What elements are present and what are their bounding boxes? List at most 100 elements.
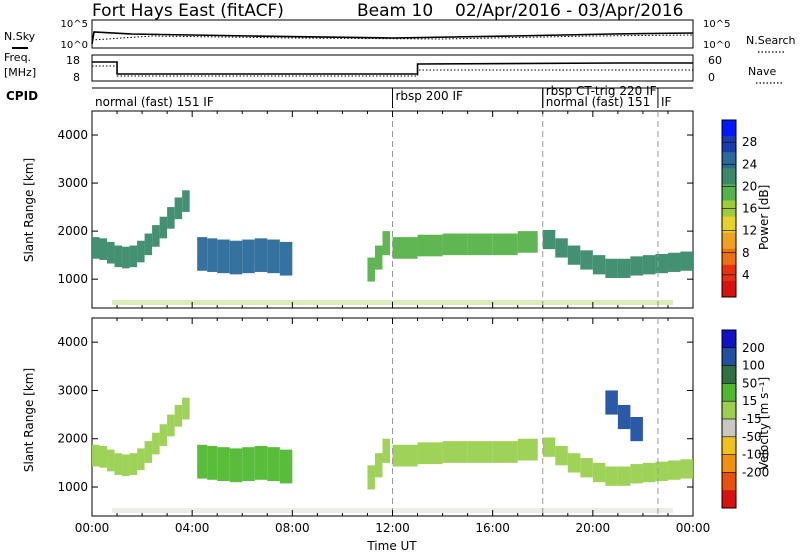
scatter-band-cell — [254, 445, 268, 480]
y-tick-label: 4000 — [57, 335, 88, 349]
scatter-band-cell — [137, 240, 145, 263]
colorbar-tick-label: 20 — [742, 179, 757, 193]
colorbar-tick-label: 50 — [742, 376, 757, 390]
scatter-band-cell — [442, 441, 468, 463]
scatter-band-cell — [182, 190, 190, 212]
noise-sky-trace — [91, 31, 694, 45]
colorbar-swatch — [722, 330, 736, 349]
colorbar-swatch — [722, 401, 736, 420]
scatter-band-cell — [122, 454, 130, 477]
noise-traces — [91, 31, 694, 45]
colorbar-swatch — [722, 264, 736, 282]
x-tick-label: 12:00 — [375, 521, 410, 535]
scatter-band-cell — [122, 246, 130, 269]
scatter-band-cell — [254, 238, 268, 272]
colorbar-tick-label: 4 — [742, 268, 750, 282]
scatter-band-cell — [114, 245, 123, 268]
scatter-band-cell — [555, 238, 568, 258]
scatter-band-cell — [517, 231, 538, 253]
scatter-band-cell — [217, 447, 230, 481]
scatter-band-cell — [129, 245, 138, 268]
colorbar-tick-label: 16 — [742, 202, 757, 216]
scatter-band-cell — [392, 444, 418, 467]
scatter-band-cell — [367, 257, 375, 282]
colorbar-swatch — [722, 280, 736, 298]
colorbar-tick-label: -15 — [742, 412, 762, 426]
scatter-band-cell — [242, 447, 255, 481]
x-tick-label: 16:00 — [475, 521, 510, 535]
colorbar-tick-label: 8 — [742, 246, 750, 260]
colorbar-tick-label: -100 — [742, 448, 769, 462]
velocity-colorbar: 200 100 50 15 -15 -50 -100 -200 — [721, 329, 769, 509]
x-tick-label: 08:00 — [275, 521, 310, 535]
scatter-band-cell — [555, 445, 568, 466]
colorbar-swatch — [722, 248, 736, 266]
noise-left-tick-bottom: 10^0 — [61, 40, 88, 51]
colorbar-swatch — [722, 419, 736, 438]
scatter-band-cell — [680, 251, 693, 271]
station-title: Fort Hays East (fitACF) — [92, 1, 284, 21]
power-ylabel: Slant Range [km] — [22, 158, 36, 262]
freq-right-tick-bottom: 0 — [708, 71, 715, 84]
colorbar-tick-label: 12 — [742, 224, 757, 238]
scatter-band-cell — [567, 453, 581, 473]
power-colorbar: 4 8 12 16 20 24 28 — [721, 119, 757, 298]
x-tick-label: 00:00 — [75, 521, 110, 535]
colorbar-swatch — [722, 472, 736, 491]
scatter-band-cell — [417, 442, 443, 465]
x-tick-label: 04:00 — [175, 521, 210, 535]
power-colorbar-label: Power [dB] — [757, 185, 771, 250]
freq-label-line2: [MHz] — [4, 66, 36, 79]
scatter-band-cell — [655, 253, 668, 274]
y-tick-label: 3000 — [57, 383, 88, 397]
scatter-band-cell — [680, 459, 693, 479]
scatter-band-cell — [542, 229, 556, 250]
scatter-band-cell — [182, 397, 190, 420]
cpid-modes: normal (fast) 151 IF rbsp 200 IF rbsp CT-t… — [95, 84, 671, 109]
x-axis-label: Time UT — [366, 539, 417, 553]
colorbar-swatch — [722, 152, 736, 169]
scatter-band-cell — [137, 448, 145, 471]
scatter-band-cell — [229, 240, 243, 275]
cpid-mode-label: IF — [661, 95, 672, 109]
scatter-band-cell — [542, 437, 556, 457]
scatter-band-cell — [114, 453, 123, 475]
noise-sky-label: N.Sky — [4, 30, 36, 43]
scatter-band-cell — [197, 444, 208, 479]
scatter-band-cell — [580, 250, 593, 270]
scatter-band-cell — [517, 438, 538, 461]
colorbar-tick-label: -200 — [742, 465, 769, 479]
beam-label: Beam 10 — [357, 1, 433, 21]
cpid-mode-label: normal (fast) 151 — [546, 95, 650, 109]
colorbar-swatch — [722, 232, 736, 250]
scatter-band-cell — [107, 449, 115, 472]
scatter-band-cell — [492, 441, 518, 463]
colorbar-swatch — [722, 383, 736, 402]
scatter-band-cell — [467, 233, 493, 256]
date-range: 02/Apr/2016 - 03/Apr/2016 — [455, 1, 683, 21]
scatter-band-cell — [617, 404, 631, 430]
scatter-band-cell — [567, 245, 581, 265]
scatter-band-cell — [382, 231, 390, 256]
scatter-band-cell — [174, 197, 183, 220]
power-panel: 1000 2000 3000 4000 — [57, 110, 694, 309]
scatter-band-cell — [374, 453, 383, 478]
colorbar-swatch — [722, 184, 736, 201]
colorbar-swatch — [722, 136, 736, 153]
cpid-mode-label: rbsp 200 IF — [396, 89, 463, 103]
scatter-band-cell — [417, 234, 443, 257]
scatter-band-cell — [667, 460, 681, 480]
colorbar-tick-label: 100 — [742, 359, 765, 373]
colorbar-swatch — [722, 454, 736, 473]
noise-right-tick-bottom: 10^0 — [703, 40, 730, 51]
colorbar-swatch — [722, 490, 736, 509]
noise-search-trace — [91, 34, 694, 41]
x-tick-label: 20:00 — [576, 521, 611, 535]
velocity-panel: 1000 2000 3000 4000 00:00 04:00 08:00 12:00 16:0… — [57, 317, 710, 535]
scatter-band-cell — [592, 255, 606, 275]
colorbar-swatch — [722, 216, 736, 234]
nave-label: Nave — [748, 65, 776, 78]
scatter-band-cell — [267, 447, 280, 481]
scatter-band-cell — [152, 225, 160, 247]
